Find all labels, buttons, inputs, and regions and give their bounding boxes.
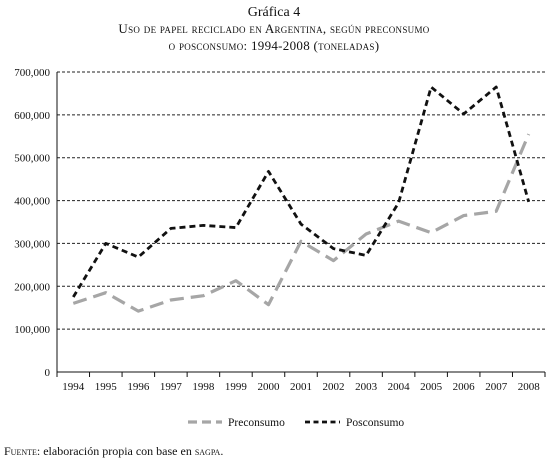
x-tick-label: 2005 [420, 381, 443, 393]
y-tick-label: 400,000 [14, 196, 50, 208]
source-end: . [220, 444, 223, 458]
x-tick-label: 1997 [160, 381, 183, 393]
y-tick-label: 600,000 [14, 110, 50, 122]
x-tick-label: 2004 [388, 381, 411, 393]
x-tick-label: 2007 [485, 381, 508, 393]
axes [56, 72, 546, 377]
y-tick-label: 700,000 [14, 67, 50, 79]
legend-label-preconsumo: Preconsumo [228, 417, 285, 429]
figure-label: Gráfica 4 [248, 5, 300, 20]
x-tick-label: 1999 [225, 381, 248, 393]
series-lines [72, 85, 531, 313]
legend-label-posconsumo: Posconsumo [346, 417, 404, 429]
legend: Preconsumo Posconsumo [188, 417, 404, 429]
y-tick-label: 300,000 [14, 238, 50, 250]
y-tick-label: 200,000 [14, 281, 50, 293]
y-tick-labels: 0 100,000 200,000 300,000 400,000 500,000 600,… [14, 67, 50, 379]
x-tick-label: 2001 [290, 381, 312, 393]
x-tick-label: 2008 [518, 381, 541, 393]
source-prefix: Fuente [4, 444, 37, 458]
source-text: : elaboración propia con base en [37, 444, 195, 458]
series-line-preconsumo [72, 133, 531, 313]
grid-lines [57, 71, 545, 330]
figure-title-line-1: Uso de papel reciclado en Argentina, seg… [118, 21, 429, 36]
x-tick-label: 2002 [323, 381, 345, 393]
x-tick-label: 2006 [453, 381, 476, 393]
x-tick-label: 1995 [95, 381, 118, 393]
y-tick-label: 0 [45, 367, 51, 379]
y-tick-label: 100,000 [14, 324, 50, 336]
source-note: Fuente: elaboración propia con base en s… [4, 444, 223, 458]
y-tick-label: 500,000 [14, 153, 50, 165]
x-tick-labels: 1994 1995 1996 1997 1998 1999 2000 2001 2002 2003… [62, 381, 540, 393]
x-tick-label: 1994 [62, 381, 85, 393]
figure-title-line-2: o posconsumo: 1994-2008 (toneladas) [169, 38, 380, 53]
series-line-posconsumo [72, 85, 531, 298]
x-tick-label: 1998 [192, 381, 215, 393]
x-tick-label: 2000 [257, 381, 280, 393]
source-org: sagpa [195, 444, 221, 458]
x-tick-label: 2003 [355, 381, 378, 393]
x-tick-label: 1996 [127, 381, 150, 393]
